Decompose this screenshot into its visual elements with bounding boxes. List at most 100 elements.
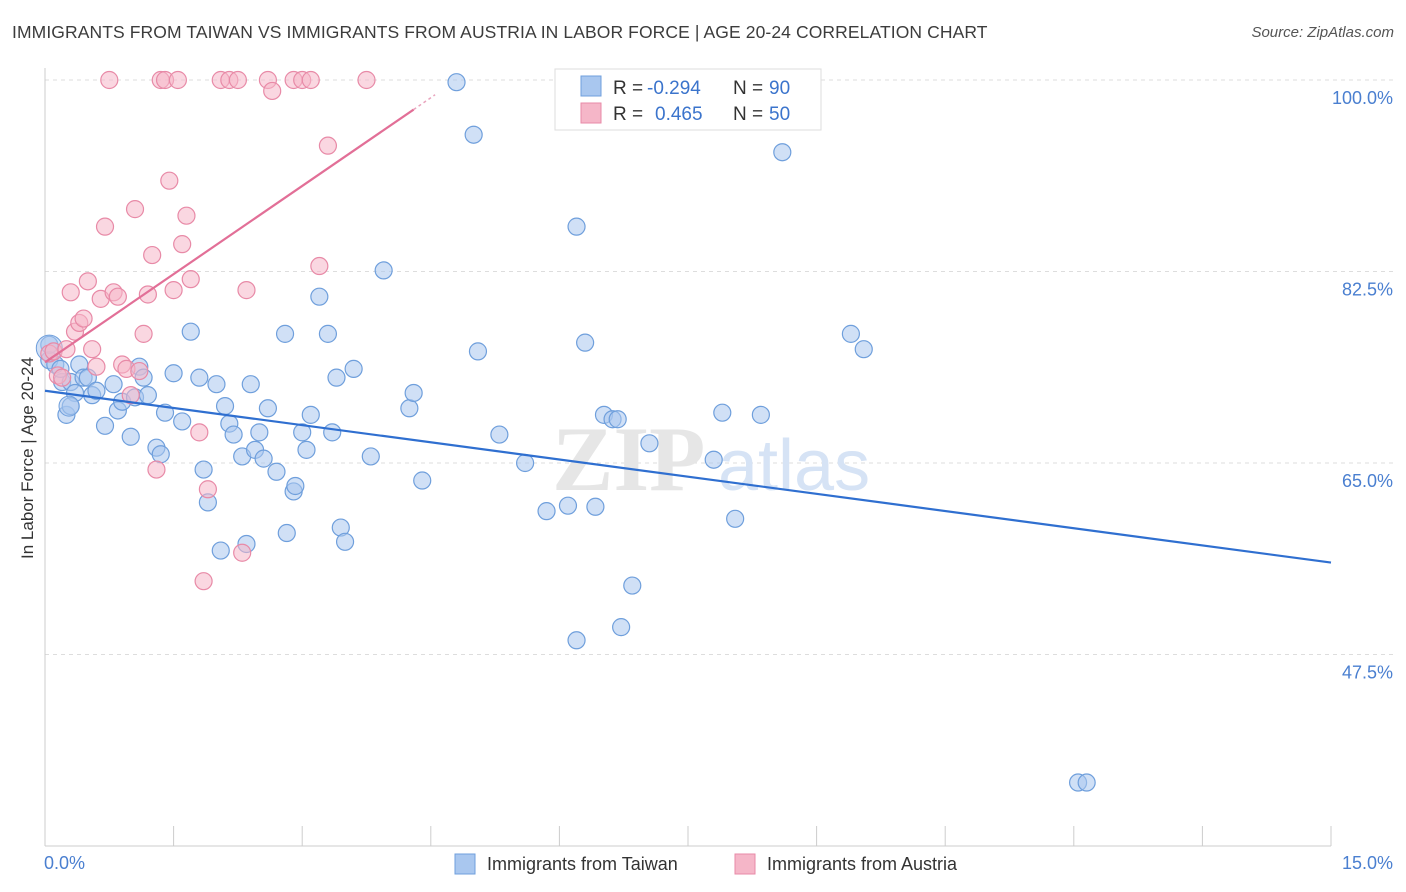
taiwan-point-39 [254, 449, 273, 468]
taiwan-point-52 [327, 368, 346, 387]
trend-lines [44, 94, 1332, 564]
taiwan-point-71 [586, 497, 605, 516]
taiwan-point-77 [640, 434, 659, 453]
bottom-legend-label-taiwan: Immigrants from Taiwan [487, 854, 678, 874]
taiwan-point-65 [516, 453, 535, 473]
bottom-legend: Immigrants from Taiwan Immigrants from A… [454, 853, 958, 875]
y-axis-label: In Labor Force | Age 20-24 [18, 357, 37, 559]
taiwan-point-69 [567, 217, 586, 236]
austria-point-24 [143, 245, 162, 265]
taiwan-point-78 [704, 450, 723, 469]
bottom-legend-label-austria: Immigrants from Austria [767, 854, 958, 874]
austria-point-29 [164, 281, 183, 300]
austria-point-9 [78, 272, 97, 291]
austria-point-16 [108, 287, 127, 306]
taiwan-point-29 [207, 375, 226, 394]
taiwan-point-38 [250, 423, 269, 442]
legend-swatch-taiwan [580, 75, 602, 97]
taiwan-point-45 [286, 476, 305, 496]
bottom-legend-swatch-taiwan [454, 853, 476, 875]
taiwan-point-74 [608, 410, 627, 429]
austria-point-41 [237, 281, 256, 300]
taiwan-point-68 [567, 631, 586, 650]
taiwan-point-49 [310, 287, 329, 306]
taiwan-point-43 [277, 523, 296, 543]
legend-n-label-austria: N = [733, 104, 763, 125]
taiwan-point-large-1 [58, 395, 80, 417]
taiwan-point-54 [335, 532, 355, 551]
austria-point-22 [134, 324, 153, 343]
stats-legend: R = -0.294 N = 90 R = 0.465 N = 50 [554, 68, 822, 131]
y-tick-label-0: 47.5% [1342, 663, 1393, 683]
austria-point-30 [168, 70, 187, 90]
taiwan-point-42 [275, 324, 295, 343]
taiwan-point-86 [1077, 773, 1096, 792]
taiwan-point-19 [138, 386, 157, 405]
taiwan-point-51 [323, 423, 342, 442]
chart-source: Source: ZipAtlas.com [1251, 24, 1394, 41]
legend-n-value-austria: 50 [769, 104, 790, 125]
taiwan-point-33 [224, 425, 243, 444]
taiwan-point-59 [404, 383, 423, 403]
taiwan-point-27 [194, 460, 213, 479]
watermark-atlas: atlas [718, 426, 870, 506]
austria-point-11 [87, 357, 106, 376]
austria-point-20 [125, 200, 145, 219]
taiwan-point-30 [211, 541, 230, 560]
taiwan-point-46 [293, 423, 312, 442]
taiwan-trend-line [44, 389, 1332, 564]
austria-point-8 [74, 309, 93, 328]
x-tick-label-min: 0.0% [44, 853, 85, 873]
austria-point-14 [100, 70, 119, 90]
austria-point-49 [357, 70, 376, 90]
taiwan-point-70 [576, 333, 595, 352]
austria-point-31 [173, 235, 192, 254]
bottom-legend-swatch-austria [734, 853, 756, 875]
legend-swatch-austria [580, 102, 602, 124]
taiwan-point-21 [151, 445, 170, 464]
taiwan-point-83 [841, 324, 860, 343]
taiwan-point-48 [301, 405, 320, 424]
austria-point-36 [198, 480, 217, 499]
austria-point-5 [61, 283, 80, 302]
taiwan-point-63 [468, 342, 488, 361]
taiwan-point-50 [318, 324, 338, 343]
legend-n-label-taiwan: N = [733, 78, 763, 99]
austria-point-48 [318, 136, 338, 155]
austria-point-33 [181, 270, 200, 289]
taiwan-point-61 [447, 73, 466, 92]
legend-r-value-taiwan: -0.294 [647, 78, 701, 99]
taiwan-point-41 [267, 462, 286, 481]
taiwan-point-75 [612, 618, 631, 637]
taiwan-point-10 [87, 381, 106, 400]
taiwan-point-36 [241, 375, 260, 394]
taiwan-point-55 [344, 359, 363, 378]
legend-r-value-austria: 0.465 [655, 104, 703, 125]
austria-point-23 [138, 285, 157, 304]
taiwan-point-80 [726, 509, 745, 528]
y-tick-label-1: 65.0% [1342, 471, 1393, 491]
legend-n-value-taiwan: 90 [769, 78, 790, 99]
austria-point-3 [53, 368, 72, 387]
austria-point-39 [228, 70, 247, 90]
austria-point-46 [301, 70, 320, 90]
taiwan-point-15 [121, 427, 140, 446]
austria-point-25 [147, 460, 166, 479]
taiwan-point-12 [104, 375, 123, 394]
austria-point-21 [130, 361, 149, 381]
legend-r-label-taiwan: R = [613, 78, 643, 99]
y-tick-label-3: 100.0% [1332, 88, 1393, 108]
x-axis-ticks [44, 826, 1332, 846]
chart-title: IMMIGRANTS FROM TAIWAN VS IMMIGRANTS FRO… [12, 22, 988, 42]
series-austria-points [40, 70, 376, 591]
taiwan-point-81 [751, 405, 770, 424]
taiwan-point-11 [95, 416, 115, 435]
taiwan-point-31 [215, 396, 235, 416]
x-tick-label-max: 15.0% [1342, 853, 1393, 873]
austria-point-40 [233, 543, 252, 562]
watermark-zip: ZIP [552, 408, 705, 510]
austria-point-13 [95, 217, 115, 236]
y-tick-label-2: 82.5% [1342, 280, 1393, 300]
taiwan-point-57 [374, 261, 393, 280]
